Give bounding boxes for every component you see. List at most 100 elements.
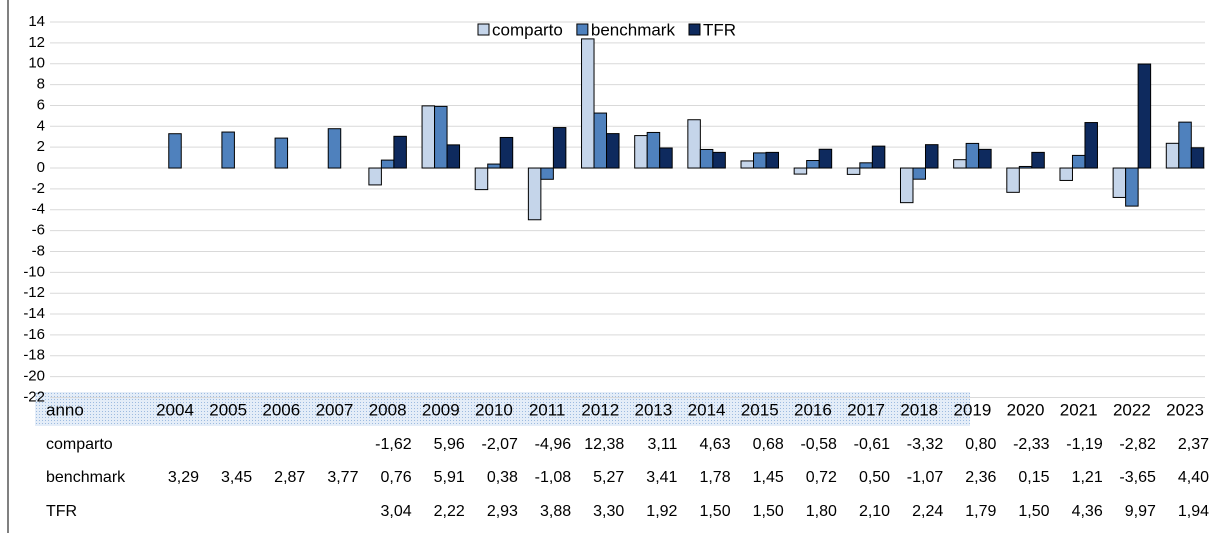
y-tick-label: -16 (23, 326, 45, 343)
bar (712, 151, 726, 169)
bar (1084, 122, 1098, 169)
legend-label: TFR (703, 20, 736, 39)
y-tick-label: -4 (32, 201, 45, 218)
table-year: 2004 (156, 400, 194, 419)
table-cell: 0,72 (806, 469, 837, 486)
table-cell: 3,30 (593, 503, 624, 520)
y-tick-label: 0 (37, 159, 45, 176)
table-cell: 2,10 (859, 503, 890, 520)
bar (221, 131, 235, 169)
table-year: 2010 (475, 400, 513, 419)
table-year: 2006 (262, 400, 300, 419)
bar (765, 151, 780, 169)
table-cell: 2,22 (434, 503, 465, 520)
table-cell: 4,36 (1072, 503, 1103, 520)
bar (1059, 167, 1073, 181)
table-year: 2013 (635, 400, 673, 419)
table-cell: -3,32 (907, 436, 944, 453)
y-tick-label: -6 (32, 222, 45, 239)
table-cell: 2,36 (965, 469, 996, 486)
y-tick-label: 8 (37, 76, 45, 93)
bar (699, 148, 714, 169)
table-year: 2020 (1007, 400, 1045, 419)
y-tick-label: -10 (23, 263, 45, 280)
bar (953, 159, 967, 169)
table-cell: -4,96 (535, 436, 572, 453)
y-tick-label: 6 (37, 96, 45, 113)
table-year: 2011 (529, 400, 566, 419)
table-cell: 0,50 (859, 469, 890, 486)
bar (1137, 63, 1152, 169)
bar (606, 133, 620, 169)
table-row-header: benchmark (46, 469, 126, 486)
table-cell: 3,45 (221, 469, 252, 486)
bar (581, 38, 595, 169)
table-cell: 9,97 (1125, 503, 1156, 520)
bar (487, 163, 501, 169)
table-cell: 3,11 (647, 436, 677, 453)
bar (846, 167, 861, 175)
bar (434, 105, 448, 169)
table-cell: 2,24 (912, 503, 943, 520)
table-cell: 3,88 (540, 503, 571, 520)
y-tick-label: 4 (37, 117, 45, 134)
table-year: 2005 (209, 400, 247, 419)
table-year: 2007 (316, 400, 354, 419)
table-cell: -1,08 (535, 469, 572, 486)
table-cell: 1,50 (1018, 503, 1049, 520)
y-tick-label: -12 (23, 284, 45, 301)
table-cell: 2,37 (1178, 436, 1209, 453)
bar (806, 160, 820, 169)
y-tick-label: -22 (23, 388, 45, 405)
bar (1190, 147, 1205, 169)
bar (793, 167, 808, 175)
legend-swatch (688, 23, 701, 36)
table-row-header: comparto (46, 436, 113, 453)
bar (753, 152, 767, 169)
bar (421, 105, 436, 169)
bar (912, 167, 926, 180)
table-year: 2018 (900, 400, 938, 419)
table-year: 2017 (847, 400, 885, 419)
bar (899, 167, 914, 204)
table-row-header: TFR (46, 503, 77, 520)
table-cell: 0,15 (1018, 469, 1049, 486)
table-cell: 3,29 (168, 469, 199, 486)
bar (924, 144, 939, 169)
table-cell: 0,68 (753, 436, 784, 453)
y-tick-label: -18 (23, 347, 45, 364)
table-cell: 1,94 (1178, 503, 1209, 520)
y-tick-label: 12 (28, 34, 45, 51)
bar (368, 167, 382, 186)
bar (1165, 142, 1180, 169)
table-year: 2019 (953, 400, 991, 419)
table-cell: -1,07 (907, 469, 944, 486)
bar (527, 167, 542, 221)
bar (168, 133, 182, 169)
bar (1071, 154, 1086, 169)
table-cell: 3,41 (646, 469, 677, 486)
bar (687, 119, 701, 169)
table-year: 2008 (369, 400, 407, 419)
bar (859, 162, 873, 169)
y-tick-label: -14 (23, 305, 45, 322)
bar (1018, 165, 1033, 169)
legend-swatch (477, 23, 490, 36)
bar (646, 131, 661, 169)
table-cell: -2,33 (1013, 436, 1050, 453)
table-cell: 1,45 (753, 469, 784, 486)
table-cell: 5,91 (434, 469, 465, 486)
bar (634, 135, 648, 169)
bar (1031, 151, 1045, 169)
bar (474, 167, 489, 191)
table-cell: 0,80 (965, 436, 996, 453)
bar (740, 160, 755, 169)
legend-label: benchmark (591, 20, 676, 39)
bar (818, 148, 833, 169)
table-cell: 1,92 (646, 503, 677, 520)
table-year: 2009 (422, 400, 460, 419)
table-cell: 5,27 (593, 469, 624, 486)
table-cell: 1,50 (699, 503, 730, 520)
table-year: 2012 (581, 400, 619, 419)
table-cell: -2,07 (481, 436, 518, 453)
